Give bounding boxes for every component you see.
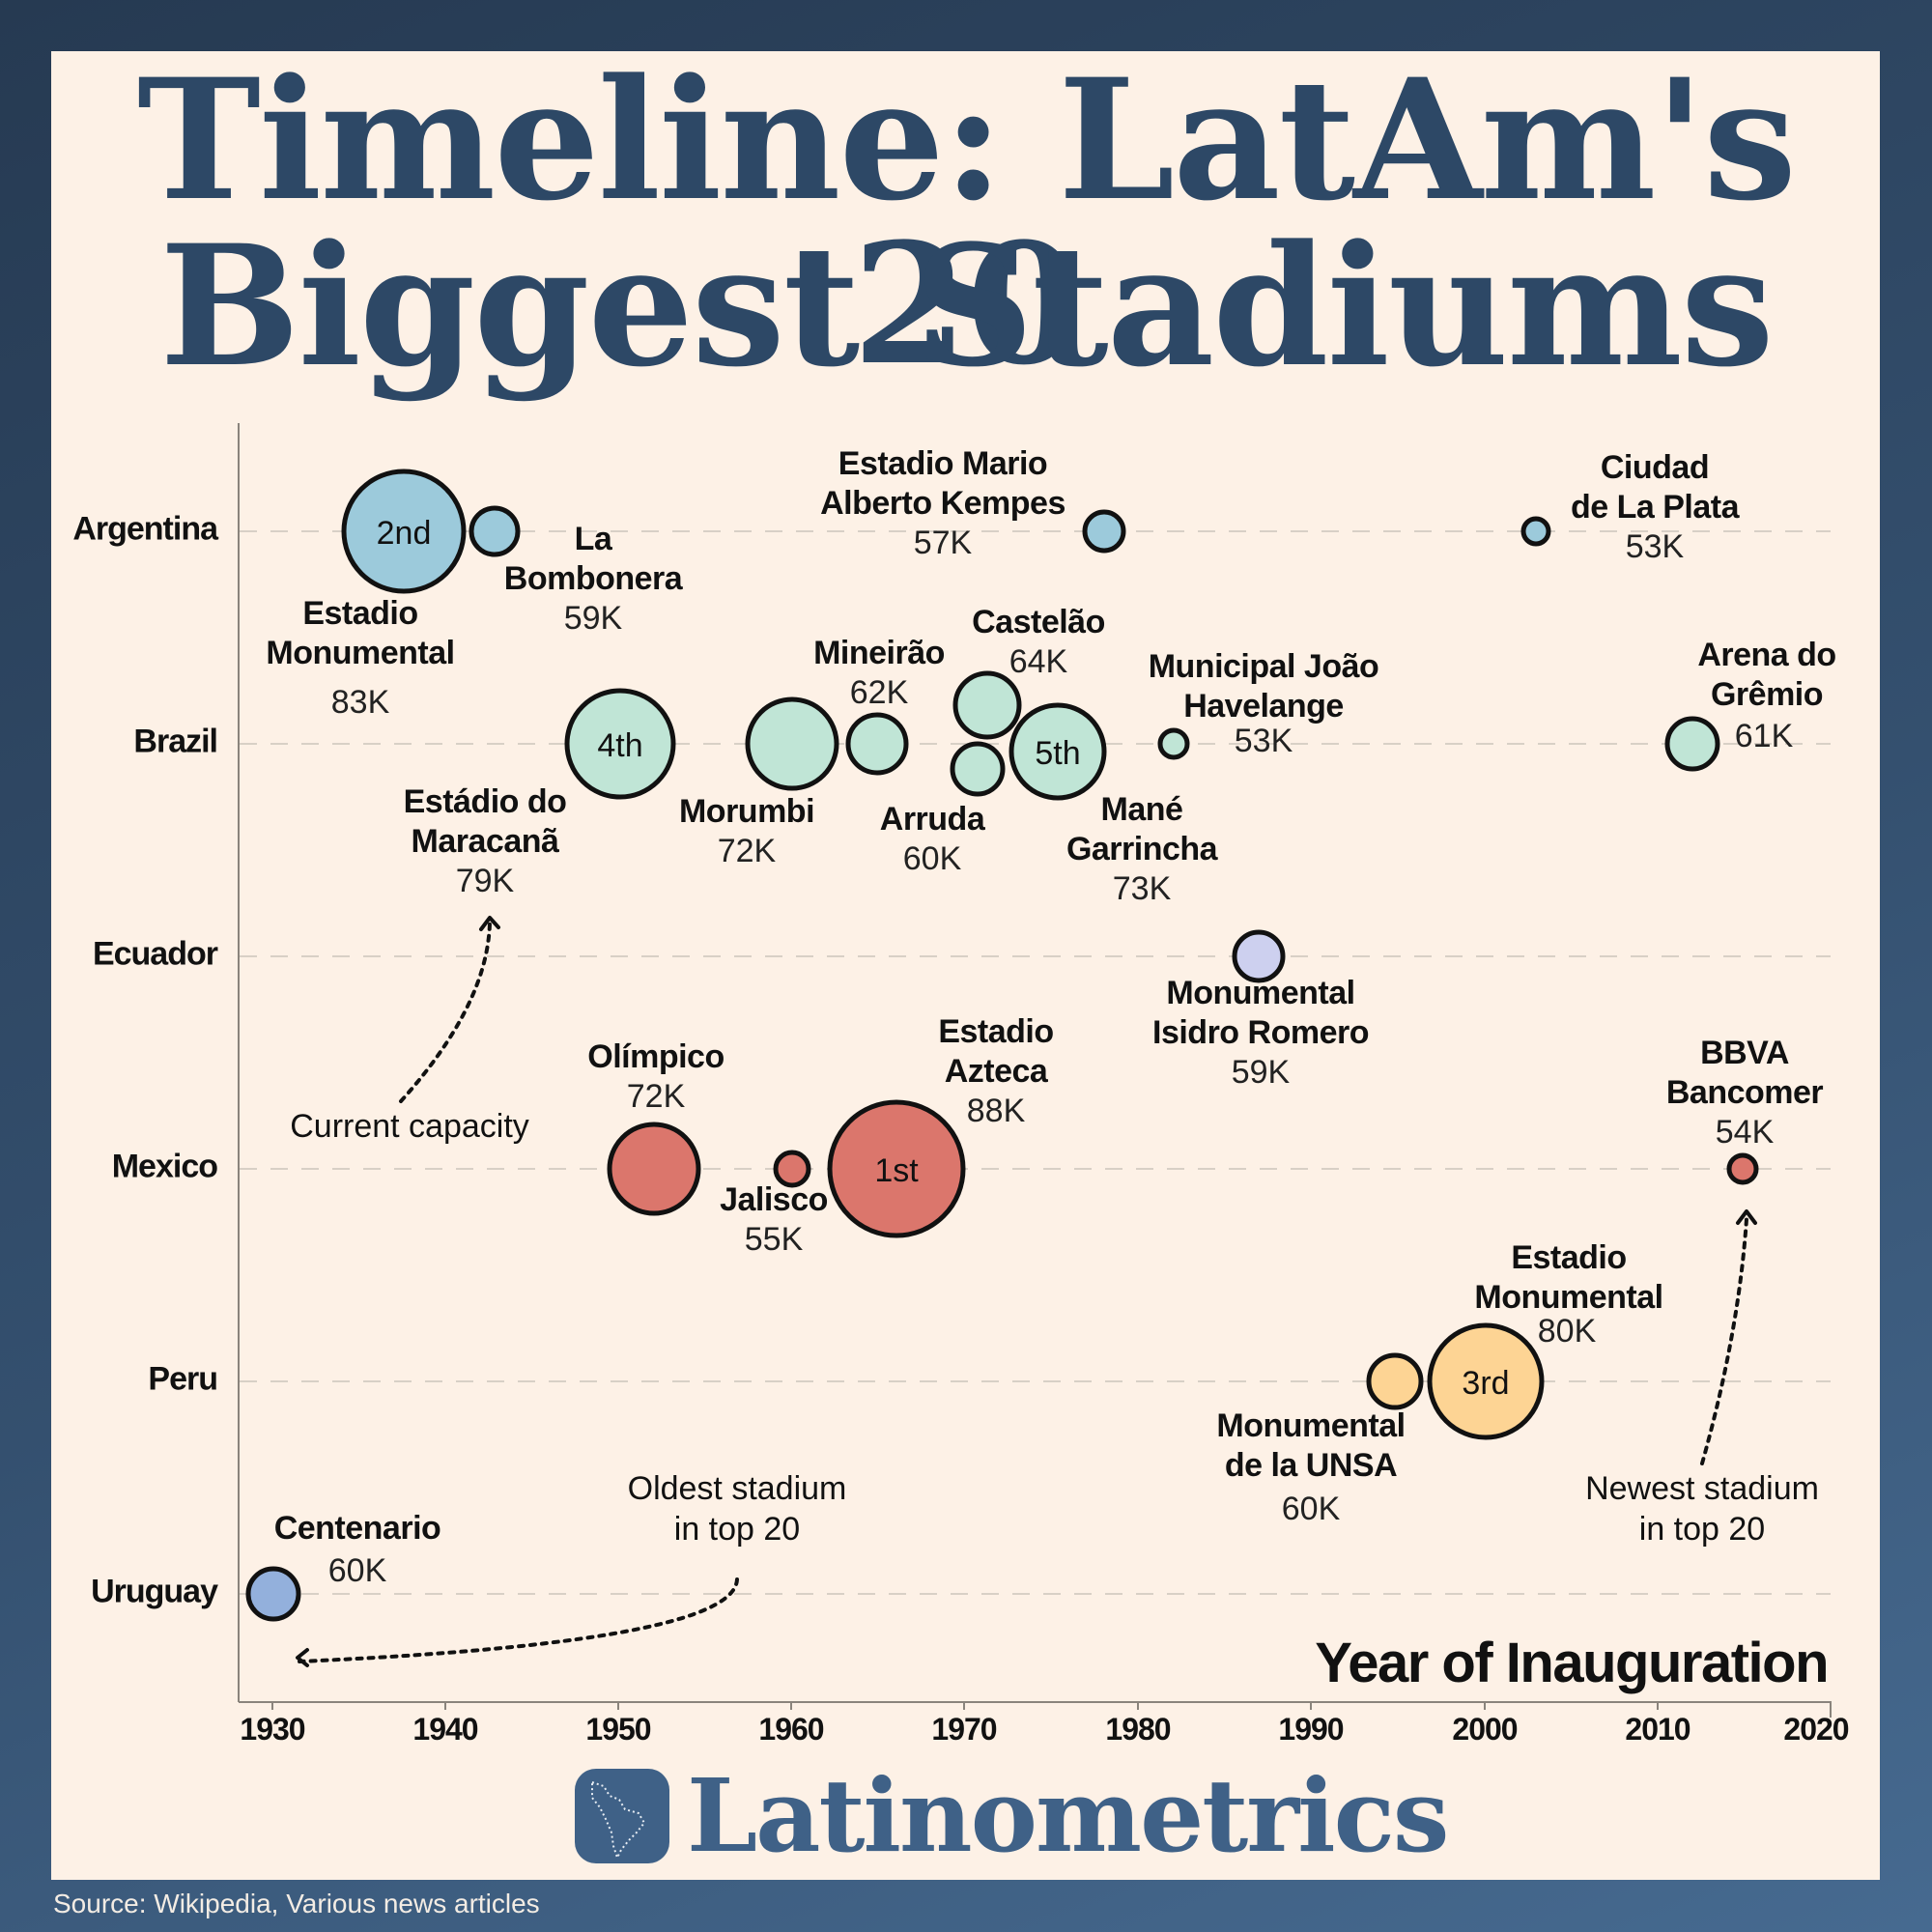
bubble-la-plata (1520, 516, 1551, 547)
brand: Latinometrics (575, 1756, 1449, 1875)
arrow-oldest (298, 1577, 739, 1663)
label-olimpico: Olímpico 72K (587, 1038, 724, 1115)
label-monumental-peru-cap: 80K (1537, 1313, 1597, 1350)
x-axis-title: Year of Inauguration (1315, 1632, 1829, 1694)
bubble-havelange (1157, 727, 1190, 760)
bubble-morumbi (745, 696, 839, 791)
label-bombonera: La Bombonera 59K (503, 521, 683, 637)
x-tick: 1950 (585, 1712, 651, 1747)
label-morumbi: Morumbi 72K (678, 793, 815, 869)
bubble-olimpico (607, 1122, 701, 1216)
label-jalisco: Jalisco 55K (720, 1181, 828, 1258)
label-havelange-cap: 53K (1234, 723, 1293, 759)
y-label-brazil: Brazil (133, 723, 218, 760)
bubble-azteca (827, 1099, 966, 1238)
annotation-newest: Newest stadium in top 20 (1585, 1470, 1819, 1548)
label-arruda: Arruda 60K (879, 801, 985, 877)
bubble-monumental-peru (1427, 1322, 1545, 1440)
bubble-bbva (1726, 1152, 1759, 1185)
arrow-current-capacity (399, 921, 492, 1103)
label-mineirao: Mineirão 62K (813, 635, 945, 711)
label-monumental-argentina: Estadio Monumental 83K (266, 595, 455, 721)
label-isidro-romero: Monumental Isidro Romero 59K (1152, 975, 1369, 1091)
y-label-mexico: Mexico (111, 1148, 218, 1185)
latam-map-icon (575, 1769, 669, 1863)
title-line-2: Biggest Stadiums (159, 208, 1774, 404)
y-label-ecuador: Ecuador (92, 935, 218, 973)
bubble-arruda (950, 741, 1006, 797)
rank-3rd: 3rd (1462, 1365, 1509, 1402)
label-kempes: Estadio Mario Alberto Kempes 57K (820, 445, 1065, 561)
bubble-monumental-argentina (341, 469, 467, 594)
y-label-argentina: Argentina (72, 510, 218, 548)
axes (238, 423, 1832, 1718)
x-tick: 2010 (1625, 1712, 1690, 1747)
brand-name: Latinometrics (687, 1756, 1449, 1875)
x-tick: 1980 (1105, 1712, 1171, 1747)
label-unsa: Monumental de la UNSA 60K (1216, 1407, 1406, 1527)
bubble-castelao (952, 670, 1022, 740)
x-tick: 1930 (240, 1712, 305, 1747)
bubble-centenario (245, 1566, 301, 1622)
bubble-mane-garrincha (1009, 702, 1107, 801)
bubble-bombonera (469, 505, 521, 557)
rank-1st: 1st (874, 1152, 919, 1189)
bubble-maracana (564, 688, 676, 800)
label-mane-garrincha: Mané Garrincha 73K (1065, 791, 1218, 907)
bubble-jalisco (773, 1150, 811, 1188)
rank-2nd: 2nd (377, 515, 432, 552)
x-tick: 1990 (1278, 1712, 1344, 1747)
label-gremio: Arena do Grêmio (1697, 637, 1836, 713)
y-label-uruguay: Uruguay (91, 1573, 218, 1610)
source-note: Source: Wikipedia, Various news articles (53, 1889, 540, 1918)
bubble-kempes (1082, 509, 1126, 554)
rank-5th: 5th (1035, 735, 1080, 772)
arrow-newest (1700, 1217, 1748, 1465)
x-tick: 1970 (931, 1712, 997, 1747)
label-maracana: Estádio do Maracanã 79K (403, 783, 567, 899)
annotation-current-capacity: Current capacity (290, 1108, 529, 1145)
bubble-gremio (1664, 716, 1720, 772)
label-la-plata: Ciudad de La Plata 53K (1570, 449, 1740, 565)
bubble-isidro-romero (1232, 929, 1286, 983)
title-line-1: Timeline: LatAm's 20 (136, 42, 1797, 402)
label-gremio-cap: 61K (1734, 718, 1794, 754)
annotation-oldest: Oldest stadium in top 20 (627, 1470, 847, 1548)
bubble-unsa (1366, 1352, 1424, 1410)
label-centenario-cap: 60K (327, 1552, 387, 1589)
y-label-peru: Peru (148, 1360, 218, 1398)
x-tick: 2020 (1783, 1712, 1849, 1747)
label-centenario: Centenario (273, 1510, 441, 1547)
label-castelao: Castelão 64K (972, 604, 1105, 680)
x-tick: 1940 (412, 1712, 478, 1747)
x-tick: 2000 (1452, 1712, 1518, 1747)
chart-card (51, 51, 1880, 1880)
label-monumental-peru: Estadio Monumental (1474, 1239, 1663, 1316)
rank-4th: 4th (597, 727, 642, 764)
label-bbva: BBVA Bancomer 54K (1665, 1035, 1824, 1151)
x-tick: 1960 (758, 1712, 824, 1747)
label-azteca: Estadio Azteca 88K (938, 1013, 1054, 1129)
bubble-mineirao (845, 712, 909, 776)
label-havelange: Municipal João Havelange (1148, 648, 1379, 724)
